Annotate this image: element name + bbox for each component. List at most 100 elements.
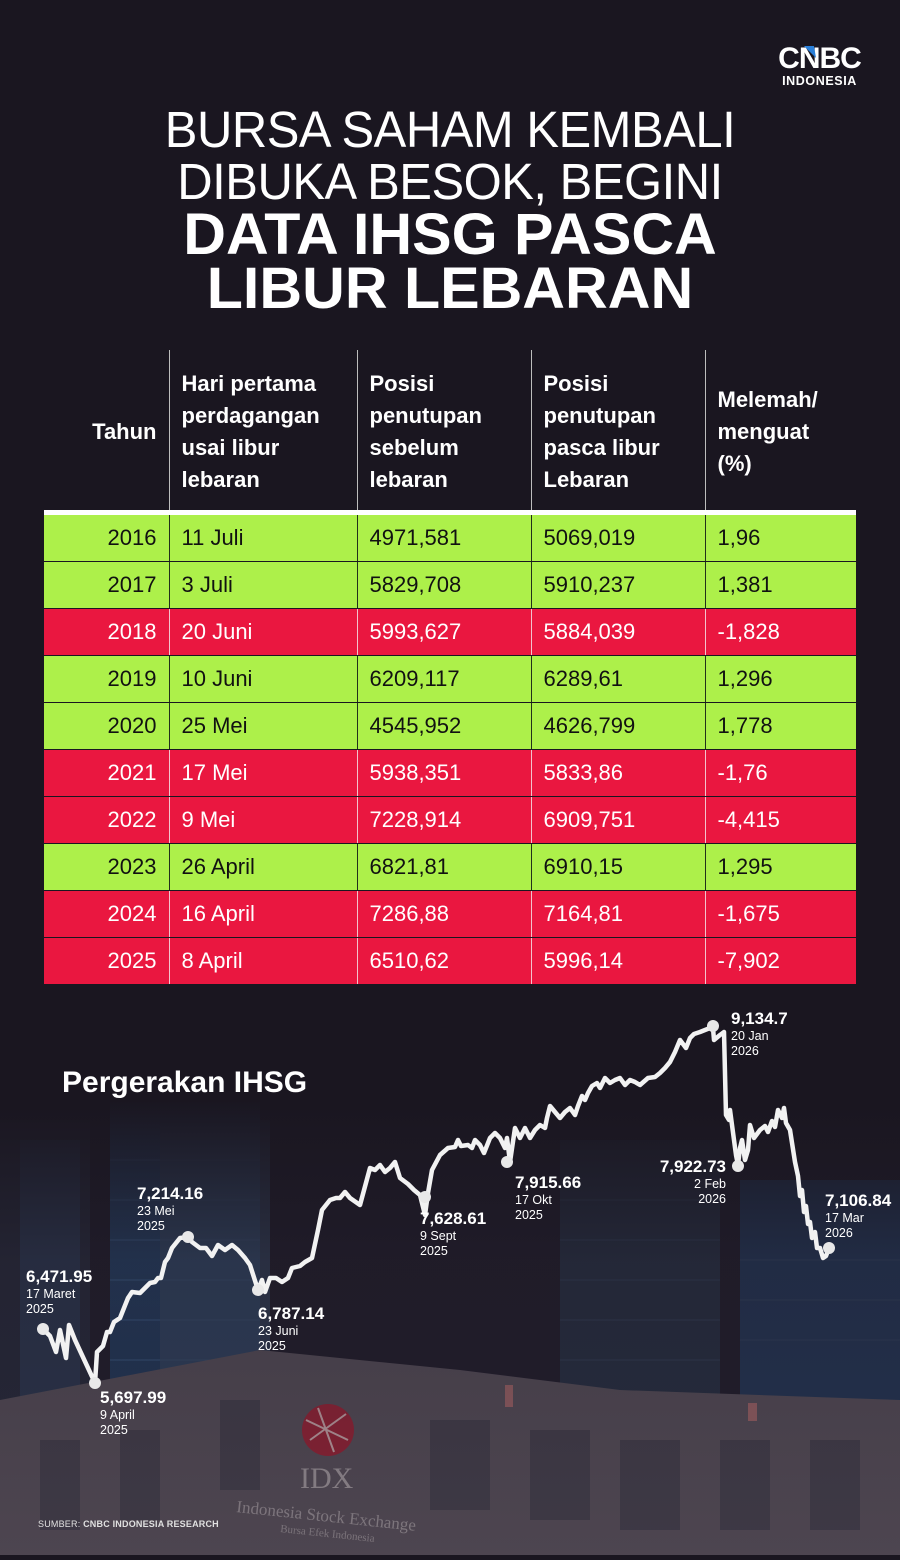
- cell-before: 5829,708: [356, 561, 531, 609]
- annotation-2-feb-2026: 7,922.73 2 Feb 2026: [659, 1157, 726, 1206]
- idx-building-background: IDX Indonesia Stock Exchange Bursa Efek …: [0, 1100, 900, 1560]
- ihsg-line-chart: [37, 1020, 835, 1389]
- building-illustration: IDX Indonesia Stock Exchange Bursa Efek …: [0, 1100, 900, 1560]
- cell-after: 5910,237: [530, 561, 705, 609]
- table-row: 2022 9 Mei 7228,914 6909,751 -4,415: [44, 796, 856, 844]
- annotation-20-jan-2026: 9,134.7 20 Jan 2026: [731, 1009, 788, 1058]
- table-header: Tahun Hari pertama perdagangan usai libu…: [44, 350, 856, 513]
- cell-change: 1,778: [704, 702, 856, 750]
- cell-year: 2023: [44, 843, 169, 891]
- table-row: 2020 25 Mei 4545,952 4626,799 1,778: [44, 702, 856, 750]
- cell-change: 1,296: [704, 655, 856, 703]
- cell-after: 6910,15: [530, 843, 705, 891]
- table-row: 2021 17 Mei 5938,351 5833,86 -1,76: [44, 749, 856, 797]
- table-row: 2018 20 Juni 5993,627 5884,039 -1,828: [44, 608, 856, 656]
- cell-change: -1,675: [704, 890, 856, 938]
- headline-line-1: BURSA SAHAM KEMBALI: [164, 101, 736, 158]
- table-body: 2016 11 Juli 4971,581 5069,019 1,96 2017 3 Jul…: [44, 512, 856, 985]
- cell-change: -7,902: [704, 937, 856, 985]
- annotation-17-mar-2026: 7,106.84 17 Mar 2026: [825, 1191, 892, 1240]
- marker-9-sep-2025: [419, 1191, 431, 1203]
- table-row: 2017 3 Juli 5829,708 5910,237 1,381: [44, 561, 856, 609]
- annotation-9-sep-2025: 7,628.61 9 Sept 2025: [420, 1209, 487, 1258]
- table-row: 2024 16 April 7286,88 7164,81 -1,675: [44, 890, 856, 938]
- cell-day: 25 Mei: [168, 702, 357, 750]
- cell-day: 17 Mei: [168, 749, 357, 797]
- marker-23-jun-2025: [252, 1284, 264, 1296]
- cell-before: 5938,351: [356, 749, 531, 797]
- cell-change: 1,295: [704, 843, 856, 891]
- marker-23-mei-2025: [182, 1231, 194, 1243]
- cell-day: 11 Juli: [168, 512, 357, 562]
- cell-year: 2018: [44, 608, 169, 656]
- cell-after: 6289,61: [530, 655, 705, 703]
- annotation-17-mar-2025: 6,471.95 17 Maret 2025: [26, 1267, 93, 1316]
- ihsg-lebaran-table: Tahun Hari pertama perdagangan usai libu…: [44, 350, 856, 985]
- cell-change: -4,415: [704, 796, 856, 844]
- cell-day: 3 Juli: [168, 561, 357, 609]
- cell-year: 2024: [44, 890, 169, 938]
- logo-peacock-triangle-icon: [803, 46, 817, 58]
- cell-before: 4545,952: [356, 702, 531, 750]
- cnbc-indonesia-logo: CNBC INDONESIA: [772, 42, 867, 89]
- marker-20-jan-2026: [707, 1020, 719, 1032]
- annotation-17-okt-2025: 7,915.66 17 Okt 2025: [515, 1173, 582, 1222]
- cell-change: -1,76: [704, 749, 856, 797]
- cell-year: 2022: [44, 796, 169, 844]
- cell-day: 10 Juni: [168, 655, 357, 703]
- logo-subtitle: INDONESIA: [782, 74, 857, 88]
- table-row: 2016 11 Juli 4971,581 5069,019 1,96: [44, 512, 856, 562]
- cell-before: 6821,81: [356, 843, 531, 891]
- cell-year: 2021: [44, 749, 169, 797]
- header-change-percent: Melemah/ menguat (%): [704, 350, 856, 513]
- chart-title: Pergerakan IHSG: [62, 1066, 308, 1099]
- marker-17-mar-2026: [823, 1242, 835, 1254]
- cell-year: 2020: [44, 702, 169, 750]
- cell-change: 1,381: [704, 561, 856, 609]
- headline: BURSA SAHAM KEMBALI DIBUKA BESOK, BEGINI…: [0, 101, 900, 321]
- cell-year: 2017: [44, 561, 169, 609]
- marker-17-okt-2025: [501, 1156, 513, 1168]
- cell-day: 20 Juni: [168, 608, 357, 656]
- marker-2-feb-2026: [732, 1160, 744, 1172]
- cell-day: 26 April: [168, 843, 357, 891]
- chart-markers: [37, 1020, 835, 1389]
- marker-9-apr-2025: [89, 1377, 101, 1389]
- table-row: 2025 8 April 6510,62 5996,14 -7,902: [44, 937, 856, 985]
- table-row: 2023 26 April 6821,81 6910,15 1,295: [44, 843, 856, 891]
- cell-day: 8 April: [168, 937, 357, 985]
- cell-after: 6909,751: [530, 796, 705, 844]
- cell-change: 1,96: [704, 512, 856, 562]
- cell-before: 6209,117: [356, 655, 531, 703]
- header-close-after: Posisi penutupan pasca libur Lebaran: [530, 350, 705, 513]
- header-first-trading-day: Hari pertama perdagangan usai libur leba…: [168, 350, 357, 513]
- annotation-23-mei-2025: 7,214.16 23 Mei 2025: [137, 1184, 204, 1233]
- cell-before: 7228,914: [356, 796, 531, 844]
- cell-day: 9 Mei: [168, 796, 357, 844]
- cell-year: 2016: [44, 512, 169, 562]
- logo-wordmark: CNBC: [778, 42, 862, 75]
- cell-day: 16 April: [168, 890, 357, 938]
- header-year: Tahun: [92, 419, 157, 444]
- cell-after: 5884,039: [530, 608, 705, 656]
- cell-after: 7164,81: [530, 890, 705, 938]
- source-credit: SUMBER: CNBC INDONESIA RESEARCH: [38, 1519, 219, 1529]
- cell-change: -1,828: [704, 608, 856, 656]
- headline-line-4: LIBUR LEBARAN: [206, 256, 694, 321]
- cell-before: 6510,62: [356, 937, 531, 985]
- header-close-before: Posisi penutupan sebelum lebaran: [356, 350, 531, 513]
- cell-after: 5996,14: [530, 937, 705, 985]
- cell-after: 5833,86: [530, 749, 705, 797]
- cell-after: 5069,019: [530, 512, 705, 562]
- headline-line-2: DIBUKA BESOK, BEGINI: [177, 153, 723, 210]
- cell-before: 5993,627: [356, 608, 531, 656]
- cell-before: 7286,88: [356, 890, 531, 938]
- cell-year: 2025: [44, 937, 169, 985]
- table-row: 2019 10 Juni 6209,117 6289,61 1,296: [44, 655, 856, 703]
- cell-year: 2019: [44, 655, 169, 703]
- cell-before: 4971,581: [356, 512, 531, 562]
- annotation-9-apr-2025: 5,697.99 9 April 2025: [100, 1388, 167, 1437]
- annotation-23-jun-2025: 6,787.14 23 Juni 2025: [258, 1304, 325, 1353]
- cell-after: 4626,799: [530, 702, 705, 750]
- marker-17-mar-2025: [37, 1323, 49, 1335]
